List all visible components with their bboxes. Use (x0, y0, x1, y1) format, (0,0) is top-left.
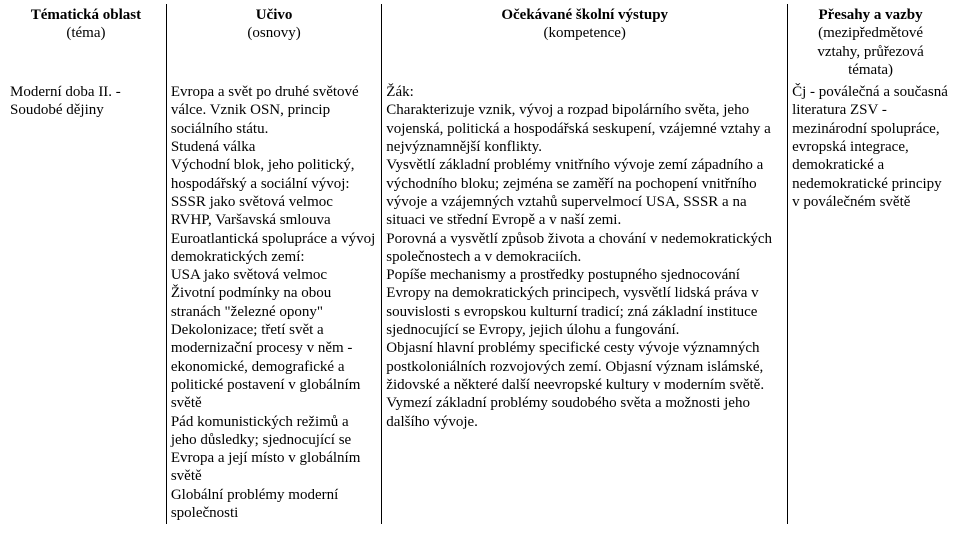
header-presahy: Přesahy a vazby (mezipředmětové vztahy, … (788, 4, 953, 81)
header-ucivo-line1: Učivo (171, 6, 377, 24)
vystupy-p2: Vysvětlí základní problémy vnitřního výv… (386, 156, 783, 229)
cell-vystupy: Žák: Charakterizuje vznik, vývoj a rozpa… (382, 81, 788, 524)
ucivo-p9: Dekolonizace; třetí svět a modernizační … (171, 321, 377, 412)
header-vystupy-line2: (kompetence) (386, 24, 783, 42)
ucivo-p3: Východní blok, jeho politický, hospodářs… (171, 156, 377, 193)
ucivo-p8: Životní podmínky na obou stranách "želez… (171, 284, 377, 321)
header-presahy-line3: vztahy, průřezová (792, 43, 949, 61)
table-row: Moderní doba II. - Soudobé dějiny Evropa… (6, 81, 953, 524)
vystupy-p3: Porovná a vysvětlí způsob života a chová… (386, 230, 783, 267)
page-root: Tématická oblast (téma) Učivo (osnovy) O… (0, 0, 959, 532)
header-ucivo: Učivo (osnovy) (166, 4, 381, 81)
curriculum-table: Tématická oblast (téma) Učivo (osnovy) O… (6, 4, 953, 524)
header-presahy-line1: Přesahy a vazby (792, 6, 949, 24)
header-theme: Tématická oblast (téma) (6, 4, 166, 81)
header-vystupy: Očekávané školní výstupy (kompetence) (382, 4, 788, 81)
header-presahy-line4: témata) (792, 61, 949, 79)
ucivo-p5: RVHP, Varšavská smlouva (171, 211, 377, 229)
header-ucivo-line2: (osnovy) (171, 24, 377, 42)
vystupy-p6: Vymezí základní problémy soudobého světa… (386, 394, 783, 431)
theme-text: Moderní doba II. - Soudobé dějiny (10, 83, 162, 120)
ucivo-p4: SSSR jako světová velmoc (171, 193, 377, 211)
vystupy-p5: Objasní hlavní problémy specifické cesty… (386, 339, 783, 394)
ucivo-p6: Euroatlantická spolupráce a vývoj demokr… (171, 230, 377, 267)
header-theme-line1: Tématická oblast (10, 6, 162, 24)
ucivo-p10: Pád komunistických režimů a jeho důsledk… (171, 413, 377, 486)
cell-presahy: Čj - poválečná a současná literatura ZSV… (788, 81, 953, 524)
vystupy-lead: Žák: (386, 83, 783, 101)
presahy-text: Čj - poválečná a současná literatura ZSV… (792, 83, 949, 211)
header-presahy-line2: (mezipředmětové (792, 24, 949, 42)
cell-ucivo: Evropa a svět po druhé světové válce. Vz… (166, 81, 381, 524)
ucivo-p1: Evropa a svět po druhé světové válce. Vz… (171, 83, 377, 138)
ucivo-p2: Studená válka (171, 138, 377, 156)
table-header: Tématická oblast (téma) Učivo (osnovy) O… (6, 4, 953, 81)
cell-theme: Moderní doba II. - Soudobé dějiny (6, 81, 166, 524)
header-vystupy-line1: Očekávané školní výstupy (386, 6, 783, 24)
header-theme-line2: (téma) (10, 24, 162, 42)
ucivo-p7: USA jako světová velmoc (171, 266, 377, 284)
ucivo-p11: Globální problémy moderní společnosti (171, 486, 377, 523)
vystupy-p1: Charakterizuje vznik, vývoj a rozpad bip… (386, 101, 783, 156)
vystupy-p4: Popíše mechanismy a prostředky postupnéh… (386, 266, 783, 339)
